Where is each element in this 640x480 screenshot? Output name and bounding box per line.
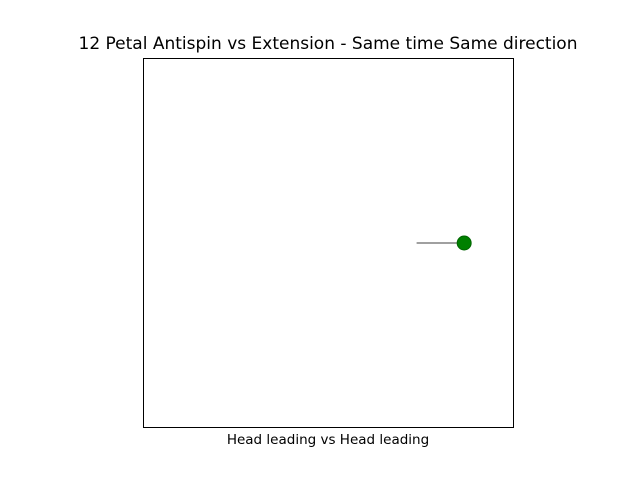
plot-marks xyxy=(416,235,472,251)
chart-title: 12 Petal Antispin vs Extension - Same ti… xyxy=(79,34,578,54)
x-axis-label: Head leading vs Head leading xyxy=(227,432,429,448)
data-point-1-0 xyxy=(456,235,472,251)
